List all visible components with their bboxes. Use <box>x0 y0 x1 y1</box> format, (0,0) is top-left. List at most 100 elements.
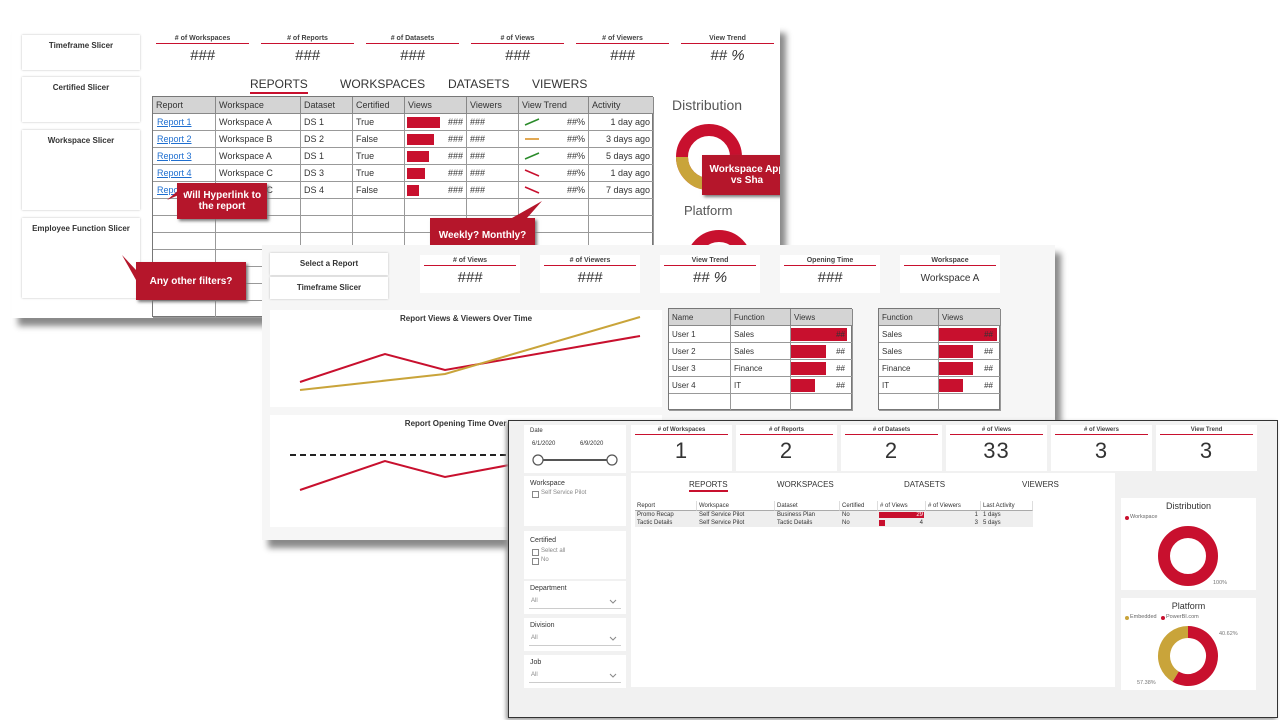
column-header: Certified <box>840 501 878 511</box>
slicer-label: Select a Report <box>299 259 359 268</box>
checkbox[interactable] <box>532 558 539 565</box>
table-cell: DS 2 <box>301 131 353 148</box>
chart-title: Report Opening Time Over Time <box>404 419 528 428</box>
table-cell: DS 1 <box>301 148 353 165</box>
table-cell <box>153 301 216 318</box>
table-cell: Workspace B <box>216 131 301 148</box>
kpi-card: View Trend ## % <box>660 255 760 293</box>
table-cell <box>301 199 353 216</box>
checkbox[interactable] <box>532 549 539 556</box>
kpi-value: Workspace A <box>920 273 980 284</box>
dropdown[interactable]: All <box>529 596 621 609</box>
trend-line <box>524 169 540 177</box>
trend-arrow <box>524 169 540 177</box>
table-cell: 3 <box>926 519 981 527</box>
table-cell: Report 3 <box>153 148 216 165</box>
table-cell: ### <box>467 148 519 165</box>
column-header: Certified <box>353 97 405 114</box>
column-header: Views <box>405 97 467 114</box>
donut-slice <box>1158 626 1189 682</box>
kpi-label: # of Datasets <box>366 35 459 44</box>
chevron-line <box>609 636 617 641</box>
kpi-card: # of Reports 2 <box>736 425 837 471</box>
views-bar <box>939 362 973 375</box>
report-link[interactable]: Report 2 <box>157 134 192 144</box>
kpi-value: 2 <box>779 438 794 463</box>
kpi-value: ### <box>817 269 843 286</box>
tab[interactable]: DATASETS <box>904 480 946 489</box>
column-header: Report <box>153 97 216 114</box>
views-bar <box>407 151 429 162</box>
dropdown-label: Department <box>530 585 567 592</box>
table-cell: Sales <box>731 343 791 360</box>
tab[interactable]: WORKSPACES <box>340 77 426 91</box>
column-header: Views <box>791 309 853 326</box>
slice-label: 57.38% <box>1137 680 1156 686</box>
table-cell: User 4 <box>669 377 731 394</box>
card: Job All <box>524 655 626 688</box>
report-link[interactable]: Report 4 <box>157 168 192 178</box>
table-cell: False <box>353 182 405 199</box>
report-link[interactable]: Report 5 <box>157 185 192 195</box>
kpi-label: # of Datasets <box>845 427 938 435</box>
table-cell: True <box>353 148 405 165</box>
views-bar <box>939 345 973 358</box>
kpi-label: # of Views <box>471 35 564 44</box>
cell-text: ##% <box>566 134 585 144</box>
table-cell: Business Plan <box>775 511 840 519</box>
kpi-label: # of Viewers <box>576 35 669 44</box>
table-cell: ## <box>791 377 853 394</box>
donut <box>1158 526 1218 586</box>
slice-label: 40.62% <box>1219 631 1238 637</box>
kpi-label: # of Viewers <box>544 257 636 266</box>
report-link[interactable]: Report 3 <box>157 151 192 161</box>
table-cell <box>519 199 589 216</box>
cell-text: ## <box>836 364 845 373</box>
table: Function Views Sales ## Sales ## Finance ## IT ## <box>878 308 1001 411</box>
tab[interactable]: WORKSPACES <box>777 480 834 489</box>
slicer-label: Timeframe Slicer <box>48 41 114 50</box>
column-header: View Trend <box>519 97 589 114</box>
checkbox[interactable] <box>532 491 539 498</box>
cell-text: ### <box>447 185 463 195</box>
views-bar <box>939 328 997 341</box>
slicer: Workspace Slicer <box>22 130 140 210</box>
table-cell: ## <box>939 343 1001 360</box>
table-cell: 1 day ago <box>589 114 654 131</box>
kpi-label: # of Viewers <box>1055 427 1148 435</box>
report-link[interactable]: Report 1 <box>157 117 192 127</box>
tab[interactable]: VIEWERS <box>532 77 588 91</box>
table-cell <box>669 394 731 411</box>
card: Distribution Workspace 100% <box>1121 498 1256 590</box>
dropdown[interactable]: All <box>529 670 621 683</box>
card-title: Distribution <box>1165 501 1212 511</box>
card: Platform Embedded PowerBI.com 40.62% 57.38% <box>1121 598 1256 690</box>
slicer-label: Employee Function Slicer <box>32 224 130 233</box>
table-cell: Report 2 <box>153 131 216 148</box>
dropdown[interactable]: All <box>529 633 621 646</box>
views-bar <box>407 185 419 196</box>
tab[interactable]: REPORTS <box>250 77 308 94</box>
table-cell <box>589 199 654 216</box>
slider-handle[interactable] <box>606 454 618 466</box>
table-cell <box>153 216 216 233</box>
tab[interactable]: VIEWERS <box>1022 480 1059 489</box>
slider-handle[interactable] <box>532 454 544 466</box>
callout-pointer <box>512 201 542 218</box>
table-cell: ### <box>405 165 467 182</box>
card: Division All <box>524 618 626 651</box>
column-header: # of Views <box>878 501 926 511</box>
callout: Workspace App vs Sha <box>702 155 780 195</box>
kpi-label: Workspace <box>904 257 996 266</box>
table-cell: Report 4 <box>153 165 216 182</box>
callout-pointers <box>122 183 542 280</box>
kpi-value: 2 <box>884 438 899 463</box>
cell-text: ### <box>447 168 463 178</box>
tab[interactable]: REPORTS <box>689 480 728 492</box>
kpi-value: ### <box>609 47 636 64</box>
kpi-value: ### <box>399 47 426 64</box>
table-cell: IT <box>879 377 939 394</box>
tab[interactable]: DATASETS <box>448 77 510 91</box>
column-header: Workspace <box>697 501 775 511</box>
